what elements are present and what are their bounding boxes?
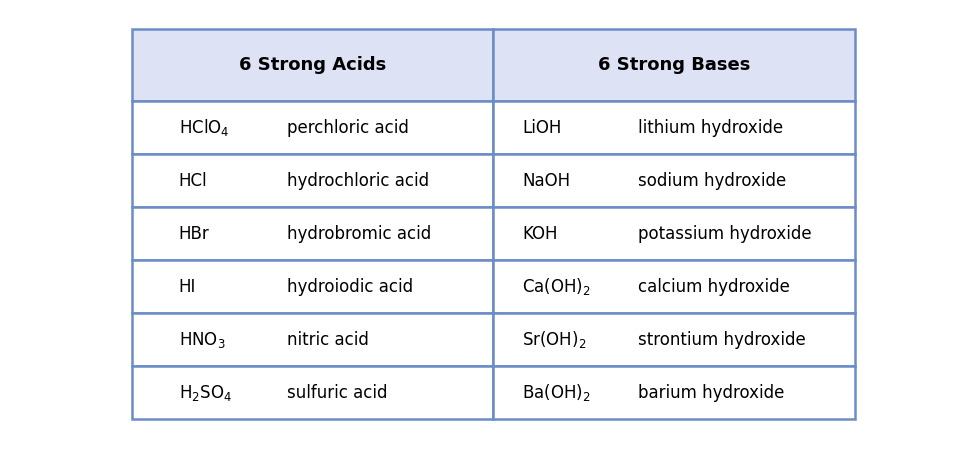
Text: perchloric acid: perchloric acid: [288, 119, 410, 137]
Text: lithium hydroxide: lithium hydroxide: [638, 119, 783, 137]
Text: Ca(OH)$_2$: Ca(OH)$_2$: [523, 276, 591, 298]
Bar: [493, 155, 855, 207]
Text: HI: HI: [178, 278, 196, 296]
Bar: [132, 101, 493, 155]
Text: Sr(OH)$_2$: Sr(OH)$_2$: [523, 329, 587, 350]
Text: calcium hydroxide: calcium hydroxide: [638, 278, 790, 296]
Bar: [132, 155, 493, 207]
Bar: [493, 207, 855, 261]
Text: potassium hydroxide: potassium hydroxide: [638, 225, 811, 243]
Bar: [132, 313, 493, 367]
Text: HClO$_4$: HClO$_4$: [178, 117, 229, 138]
Text: barium hydroxide: barium hydroxide: [638, 384, 785, 402]
Bar: [493, 29, 855, 101]
Text: strontium hydroxide: strontium hydroxide: [638, 331, 805, 349]
Bar: [493, 101, 855, 155]
Bar: [493, 313, 855, 367]
Text: HCl: HCl: [178, 172, 208, 190]
Bar: [132, 29, 493, 101]
Text: Ba(OH)$_2$: Ba(OH)$_2$: [523, 382, 591, 404]
Bar: [132, 207, 493, 261]
Text: LiOH: LiOH: [523, 119, 562, 137]
Bar: [132, 261, 493, 313]
Text: nitric acid: nitric acid: [288, 331, 370, 349]
Text: sodium hydroxide: sodium hydroxide: [638, 172, 786, 190]
Bar: [132, 367, 493, 419]
Text: hydrochloric acid: hydrochloric acid: [288, 172, 429, 190]
Text: H$_2$SO$_4$: H$_2$SO$_4$: [178, 383, 232, 403]
Bar: [493, 367, 855, 419]
Text: sulfuric acid: sulfuric acid: [288, 384, 388, 402]
Text: hydrobromic acid: hydrobromic acid: [288, 225, 431, 243]
Text: hydroiodic acid: hydroiodic acid: [288, 278, 413, 296]
Text: HBr: HBr: [178, 225, 210, 243]
Text: HNO$_3$: HNO$_3$: [178, 330, 225, 350]
Text: NaOH: NaOH: [523, 172, 570, 190]
Text: KOH: KOH: [523, 225, 558, 243]
Text: 6 Strong Acids: 6 Strong Acids: [239, 56, 386, 74]
Bar: [493, 261, 855, 313]
Text: 6 Strong Bases: 6 Strong Bases: [598, 56, 751, 74]
